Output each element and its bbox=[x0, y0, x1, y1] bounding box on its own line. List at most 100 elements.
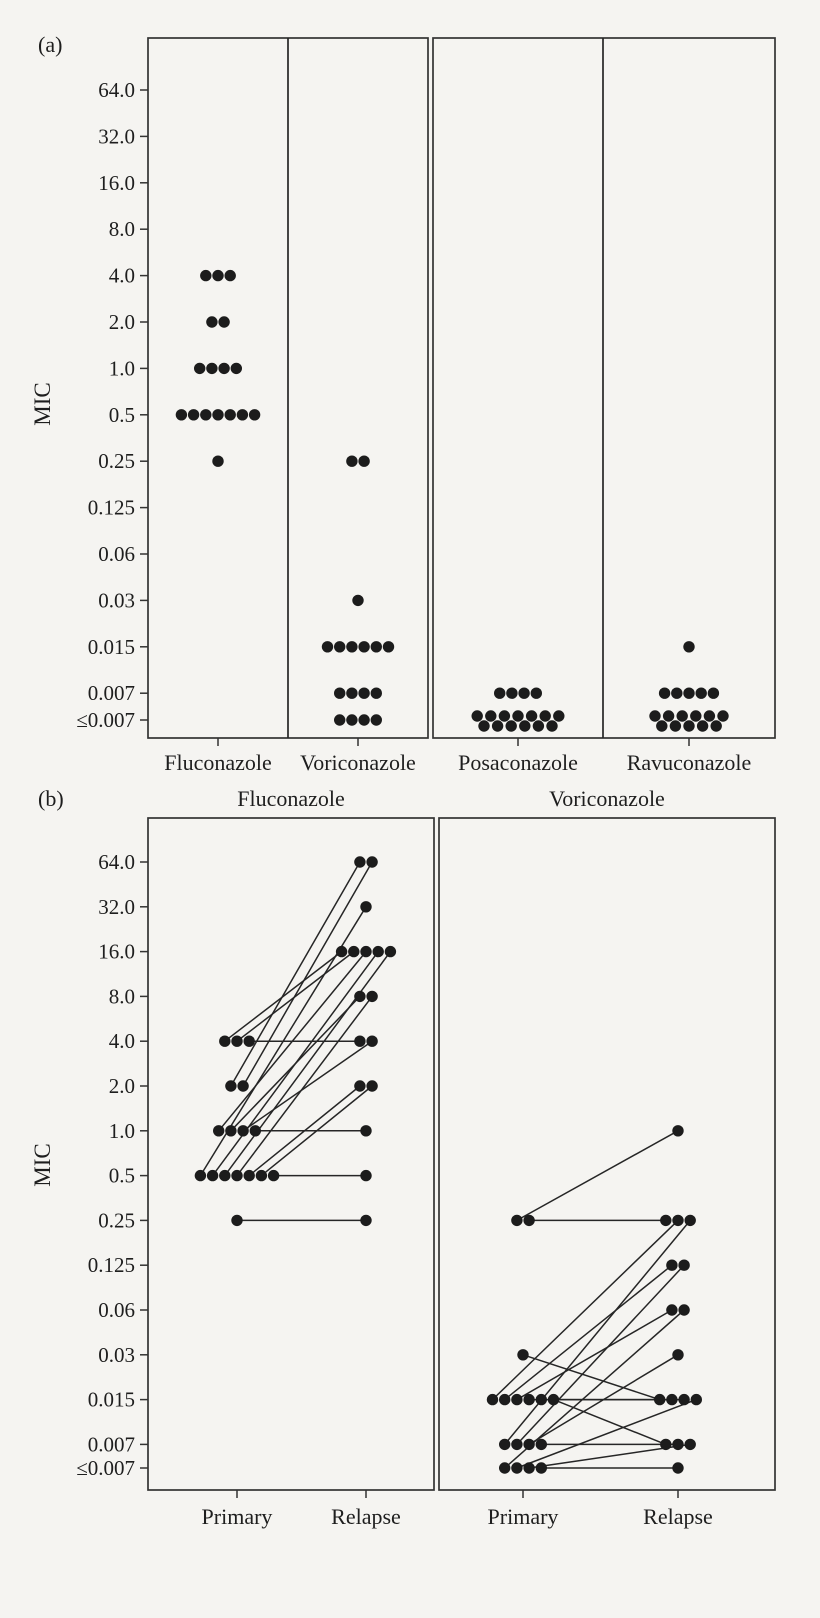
data-point bbox=[499, 1393, 511, 1406]
pair-line bbox=[516, 1398, 697, 1469]
data-point bbox=[249, 1125, 261, 1137]
data-point bbox=[194, 362, 206, 375]
data-point bbox=[530, 687, 542, 699]
data-point bbox=[382, 641, 395, 653]
pair-line bbox=[224, 951, 392, 1177]
data-point bbox=[334, 714, 346, 726]
data-point bbox=[230, 362, 242, 375]
data-point bbox=[370, 714, 382, 726]
data-point bbox=[354, 856, 366, 868]
pair-line bbox=[236, 951, 355, 1042]
y-tick-label: 0.007 bbox=[88, 681, 135, 705]
data-point bbox=[535, 1462, 547, 1474]
data-point bbox=[539, 710, 551, 722]
data-point bbox=[231, 1214, 243, 1227]
data-point bbox=[666, 1304, 678, 1316]
data-point bbox=[335, 945, 348, 958]
data-point bbox=[710, 720, 722, 732]
y-tick-label: ≤0.007 bbox=[76, 708, 135, 732]
data-point bbox=[267, 1169, 280, 1182]
y-tick-label: 0.015 bbox=[88, 635, 135, 659]
data-point bbox=[224, 409, 236, 421]
data-point bbox=[499, 1438, 511, 1451]
data-point bbox=[678, 1304, 690, 1316]
y-tick-label: 0.03 bbox=[98, 1343, 135, 1367]
data-point bbox=[690, 710, 702, 722]
y-tick-label: 16.0 bbox=[98, 171, 135, 195]
data-point bbox=[676, 710, 688, 722]
data-point bbox=[511, 1393, 523, 1406]
data-point bbox=[471, 710, 483, 722]
data-point bbox=[684, 1438, 696, 1451]
data-point bbox=[491, 720, 504, 732]
data-point bbox=[346, 687, 358, 699]
data-point bbox=[243, 1035, 255, 1047]
data-point bbox=[360, 901, 372, 913]
data-point bbox=[334, 687, 346, 699]
y-tick-label: 1.0 bbox=[109, 1119, 135, 1143]
data-point bbox=[678, 1259, 690, 1271]
pair-line bbox=[516, 1309, 673, 1401]
y-axis-title: MIC bbox=[30, 382, 55, 425]
data-point bbox=[218, 316, 230, 328]
data-point bbox=[654, 1393, 666, 1406]
x-category-label: Primary bbox=[202, 1504, 273, 1529]
data-point bbox=[200, 409, 212, 421]
y-tick-label: 32.0 bbox=[98, 124, 135, 148]
data-point bbox=[187, 409, 200, 421]
data-point bbox=[219, 1035, 231, 1047]
data-point bbox=[358, 687, 370, 699]
panel-border bbox=[438, 817, 776, 1491]
data-point bbox=[511, 1462, 523, 1474]
data-point bbox=[553, 710, 565, 722]
data-point bbox=[321, 641, 334, 653]
data-point bbox=[649, 710, 661, 722]
data-point bbox=[660, 1214, 672, 1227]
y-tick-label: 64.0 bbox=[98, 850, 135, 874]
data-point bbox=[684, 1214, 696, 1227]
data-point bbox=[366, 1080, 378, 1092]
data-point bbox=[372, 945, 384, 958]
pair-line bbox=[230, 995, 361, 1132]
data-point bbox=[360, 945, 372, 958]
data-point bbox=[499, 1462, 511, 1474]
data-point bbox=[346, 455, 358, 467]
data-point bbox=[366, 856, 378, 868]
data-point bbox=[518, 687, 530, 699]
data-point bbox=[360, 1214, 372, 1227]
data-point bbox=[225, 1125, 237, 1137]
data-point bbox=[696, 720, 709, 732]
panel-border bbox=[147, 817, 435, 1491]
data-point bbox=[231, 1169, 243, 1182]
data-point bbox=[505, 720, 517, 732]
y-tick-label: 0.25 bbox=[98, 449, 135, 473]
data-point bbox=[486, 1393, 499, 1406]
pair-line bbox=[522, 1354, 660, 1401]
data-point bbox=[546, 720, 558, 732]
data-point bbox=[672, 1214, 684, 1227]
pair-line bbox=[516, 1264, 685, 1445]
data-point bbox=[255, 1169, 268, 1182]
data-point bbox=[683, 641, 695, 653]
group-label: Ravuconazole bbox=[627, 750, 752, 775]
y-tick-label: 4.0 bbox=[109, 264, 135, 288]
y-tick-label: 0.125 bbox=[88, 496, 135, 520]
data-point bbox=[511, 1214, 523, 1227]
panel-a: 64.0 32.0 16.0 8.0 4.0 2.0 1.0 0.5 0.25 0.125 0.06… bbox=[30, 32, 776, 775]
data-point bbox=[517, 1349, 529, 1361]
data-point bbox=[678, 1393, 690, 1406]
y-tick-label: 16.0 bbox=[98, 940, 135, 964]
data-point bbox=[370, 641, 382, 653]
pair-line bbox=[504, 1264, 673, 1401]
data-point bbox=[683, 720, 695, 732]
x-category-label: Relapse bbox=[643, 1504, 713, 1529]
data-point bbox=[532, 720, 545, 732]
data-point bbox=[354, 990, 366, 1003]
data-point bbox=[243, 1169, 255, 1182]
y-tick-label: 0.06 bbox=[98, 542, 135, 566]
data-point bbox=[511, 1438, 523, 1451]
data-point bbox=[656, 720, 668, 732]
data-point bbox=[334, 641, 346, 653]
data-point bbox=[523, 1214, 535, 1227]
data-point bbox=[237, 1080, 249, 1092]
